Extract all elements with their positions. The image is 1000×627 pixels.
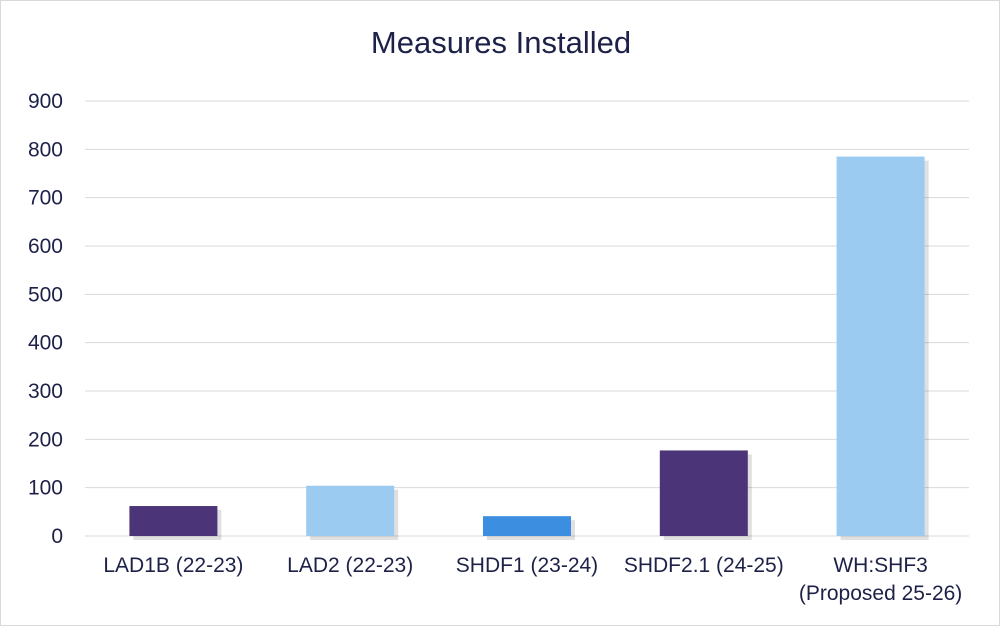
x-tick-label: LAD2 (22-23): [287, 554, 413, 577]
bars: [129, 156, 929, 541]
x-tick-label: (Proposed 25-26): [799, 582, 962, 605]
bar: [129, 506, 218, 536]
y-tick-label: 300: [28, 380, 63, 403]
x-tick-label: SHDF2.1 (24-25): [624, 554, 784, 577]
x-tick-label: SHDF1 (23-24): [456, 554, 598, 577]
bar: [306, 485, 395, 536]
bar: [659, 450, 748, 536]
y-tick-label: 500: [28, 283, 63, 306]
y-tick-label: 200: [28, 428, 63, 451]
y-tick-label: 900: [28, 90, 63, 113]
x-tick-label: LAD1B (22-23): [103, 554, 243, 577]
bar: [483, 516, 571, 536]
y-tick-label: 800: [28, 138, 63, 161]
bar: [836, 156, 925, 537]
y-tick-label: 100: [28, 477, 63, 500]
x-axis-tick-labels: LAD1B (22-23) LAD2 (22-23) SHDF1 (23-24) SH…: [103, 554, 962, 605]
chart-title: Measures Installed: [370, 25, 632, 60]
x-tick-label: WH:SHF3: [833, 554, 928, 577]
y-tick-label: 400: [28, 332, 63, 355]
y-tick-label: 0: [51, 525, 63, 548]
y-tick-label: 600: [28, 235, 63, 258]
y-tick-label: 700: [28, 187, 63, 210]
y-axis-tick-labels: 0 100 200 300 400 500 600 700 800 900: [28, 90, 63, 548]
gridlines: [85, 100, 969, 537]
